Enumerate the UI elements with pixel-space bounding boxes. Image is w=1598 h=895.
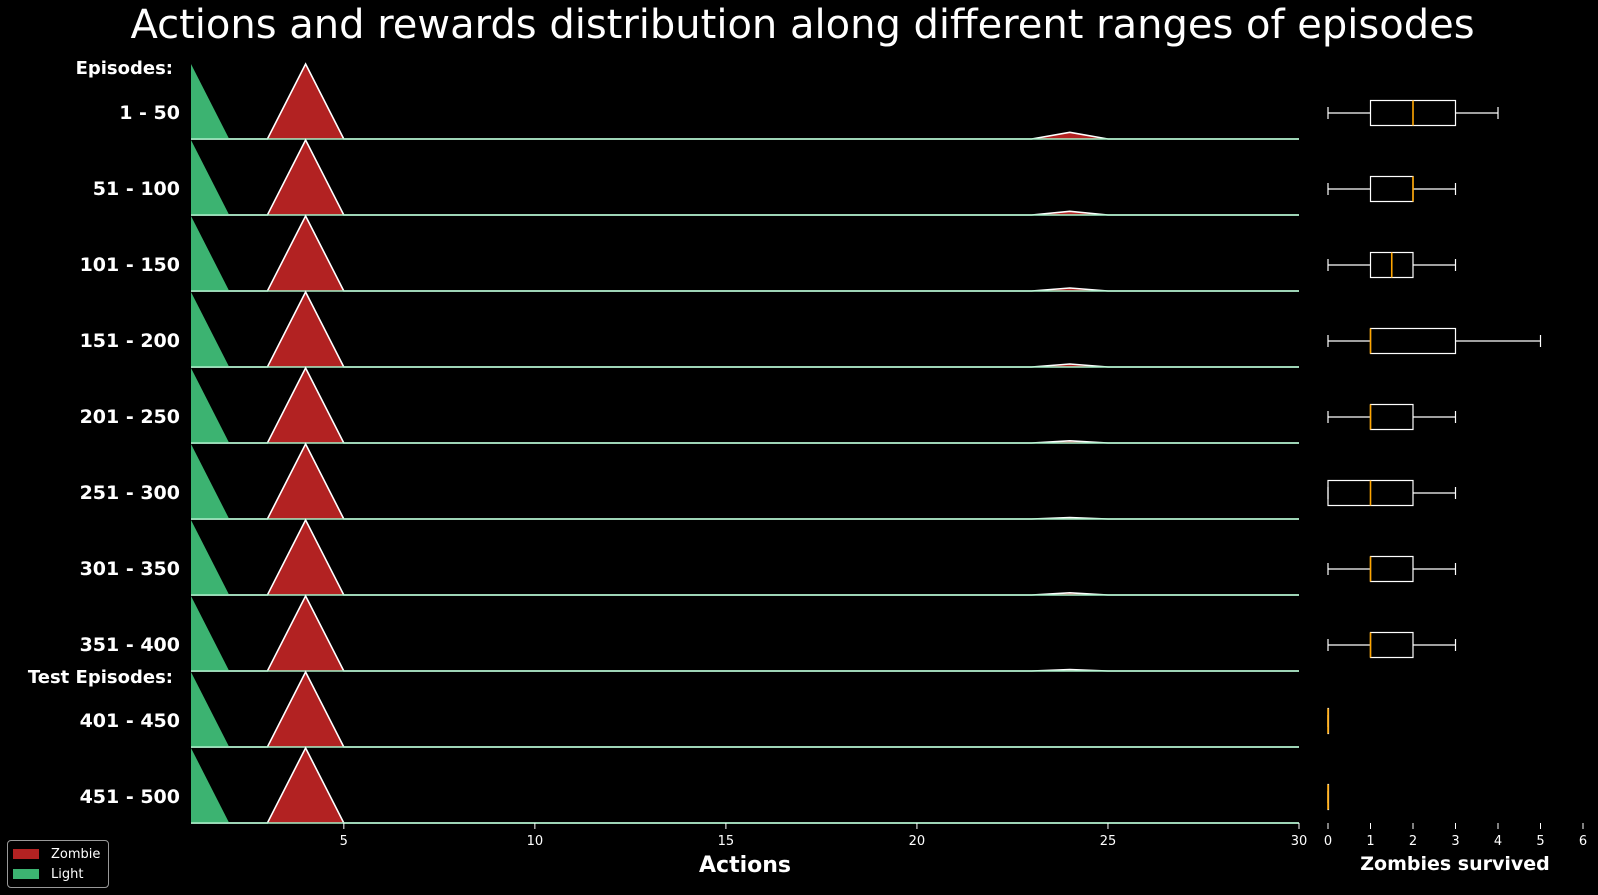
light-area-row-3: [191, 216, 230, 291]
legend: Zombie Light: [7, 840, 109, 888]
zombies-tick-label-5: 5: [1536, 834, 1544, 849]
box-row-7-box: [1369, 555, 1414, 583]
row-label-1: 1 - 50: [119, 102, 180, 124]
zombies-tick-label-3: 3: [1451, 834, 1459, 849]
actions-tick-label-20: 20: [909, 834, 926, 849]
legend-swatch-zombie: [13, 849, 39, 859]
chart-title: Actions and rewards distribution along d…: [130, 2, 1475, 48]
zombie-area-row-7: [191, 520, 1299, 595]
box-row-8-box: [1369, 631, 1414, 659]
light-area-row-4: [191, 292, 230, 367]
row-label-7: 301 - 350: [80, 558, 180, 580]
actions-tick-label-30: 30: [1291, 834, 1308, 849]
row-label-2: 51 - 100: [93, 178, 180, 200]
actions-tick-label-25: 25: [1100, 834, 1117, 849]
row-label-3: 101 - 150: [80, 254, 180, 276]
light-area-row-2: [191, 140, 230, 215]
zombie-outline-row-1: [191, 62, 1299, 140]
light-area-row-10: [191, 748, 230, 823]
legend-label-light: Light: [51, 866, 84, 882]
row-label-5: 201 - 250: [80, 406, 180, 428]
actions-tick-label-5: 5: [340, 834, 348, 849]
zombie-outline-row-7: [191, 518, 1299, 596]
row-label-10: 451 - 500: [80, 786, 180, 808]
zombies-tick-label-4: 4: [1494, 834, 1502, 849]
zombie-area-row-4: [191, 292, 1299, 367]
row-label-4: 151 - 200: [80, 330, 180, 352]
box-row-5-box: [1369, 403, 1414, 431]
zombie-area-row-1: [191, 64, 1299, 139]
legend-label-zombie: Zombie: [51, 846, 101, 862]
box-row-4-box: [1369, 327, 1457, 355]
zombie-outline-row-2: [191, 138, 1299, 216]
light-area-row-5: [191, 368, 230, 443]
zombie-area-row-9: [191, 672, 1299, 747]
row-label-8: 351 - 400: [80, 634, 180, 656]
section-label-test: Test Episodes:: [28, 667, 173, 688]
row-label-9: 401 - 450: [80, 710, 180, 732]
light-area-row-7: [191, 520, 230, 595]
zombie-area-row-10: [191, 748, 1299, 823]
zombie-area-row-6: [191, 444, 1299, 519]
light-area-row-9: [191, 672, 230, 747]
zombie-area-row-5: [191, 368, 1299, 443]
zombie-outline-row-9: [191, 670, 1299, 748]
zombie-outline-row-3: [191, 214, 1299, 292]
actions-tick-label-15: 15: [718, 834, 735, 849]
zombie-area-row-2: [191, 140, 1299, 215]
zombie-outline-row-10: [191, 746, 1299, 824]
zombies-tick-label-1: 1: [1366, 834, 1374, 849]
legend-item-zombie: Zombie: [13, 844, 100, 864]
legend-item-light: Light: [13, 864, 83, 884]
zombies-tick-label-0: 0: [1324, 834, 1332, 849]
zombie-area-row-8: [191, 596, 1299, 671]
zombie-outline-row-4: [191, 290, 1299, 368]
zombie-area-row-3: [191, 216, 1299, 291]
section-label-train: Episodes:: [76, 58, 173, 79]
light-area-row-6: [191, 444, 230, 519]
zombies-tick-label-2: 2: [1409, 834, 1417, 849]
zombie-outline-row-6: [191, 442, 1299, 520]
zombies-axis-title: Zombies survived: [1360, 853, 1550, 875]
actions-tick-label-10: 10: [527, 834, 544, 849]
zombies-tick-label-6: 6: [1579, 834, 1587, 849]
zombie-outline-row-5: [191, 366, 1299, 444]
legend-swatch-light: [13, 869, 39, 879]
actions-axis-title: Actions: [699, 853, 791, 878]
light-area-row-8: [191, 596, 230, 671]
box-row-2-box: [1369, 175, 1414, 203]
row-label-6: 251 - 300: [80, 482, 180, 504]
light-area-row-1: [191, 64, 230, 139]
zombie-outline-row-8: [191, 594, 1299, 672]
